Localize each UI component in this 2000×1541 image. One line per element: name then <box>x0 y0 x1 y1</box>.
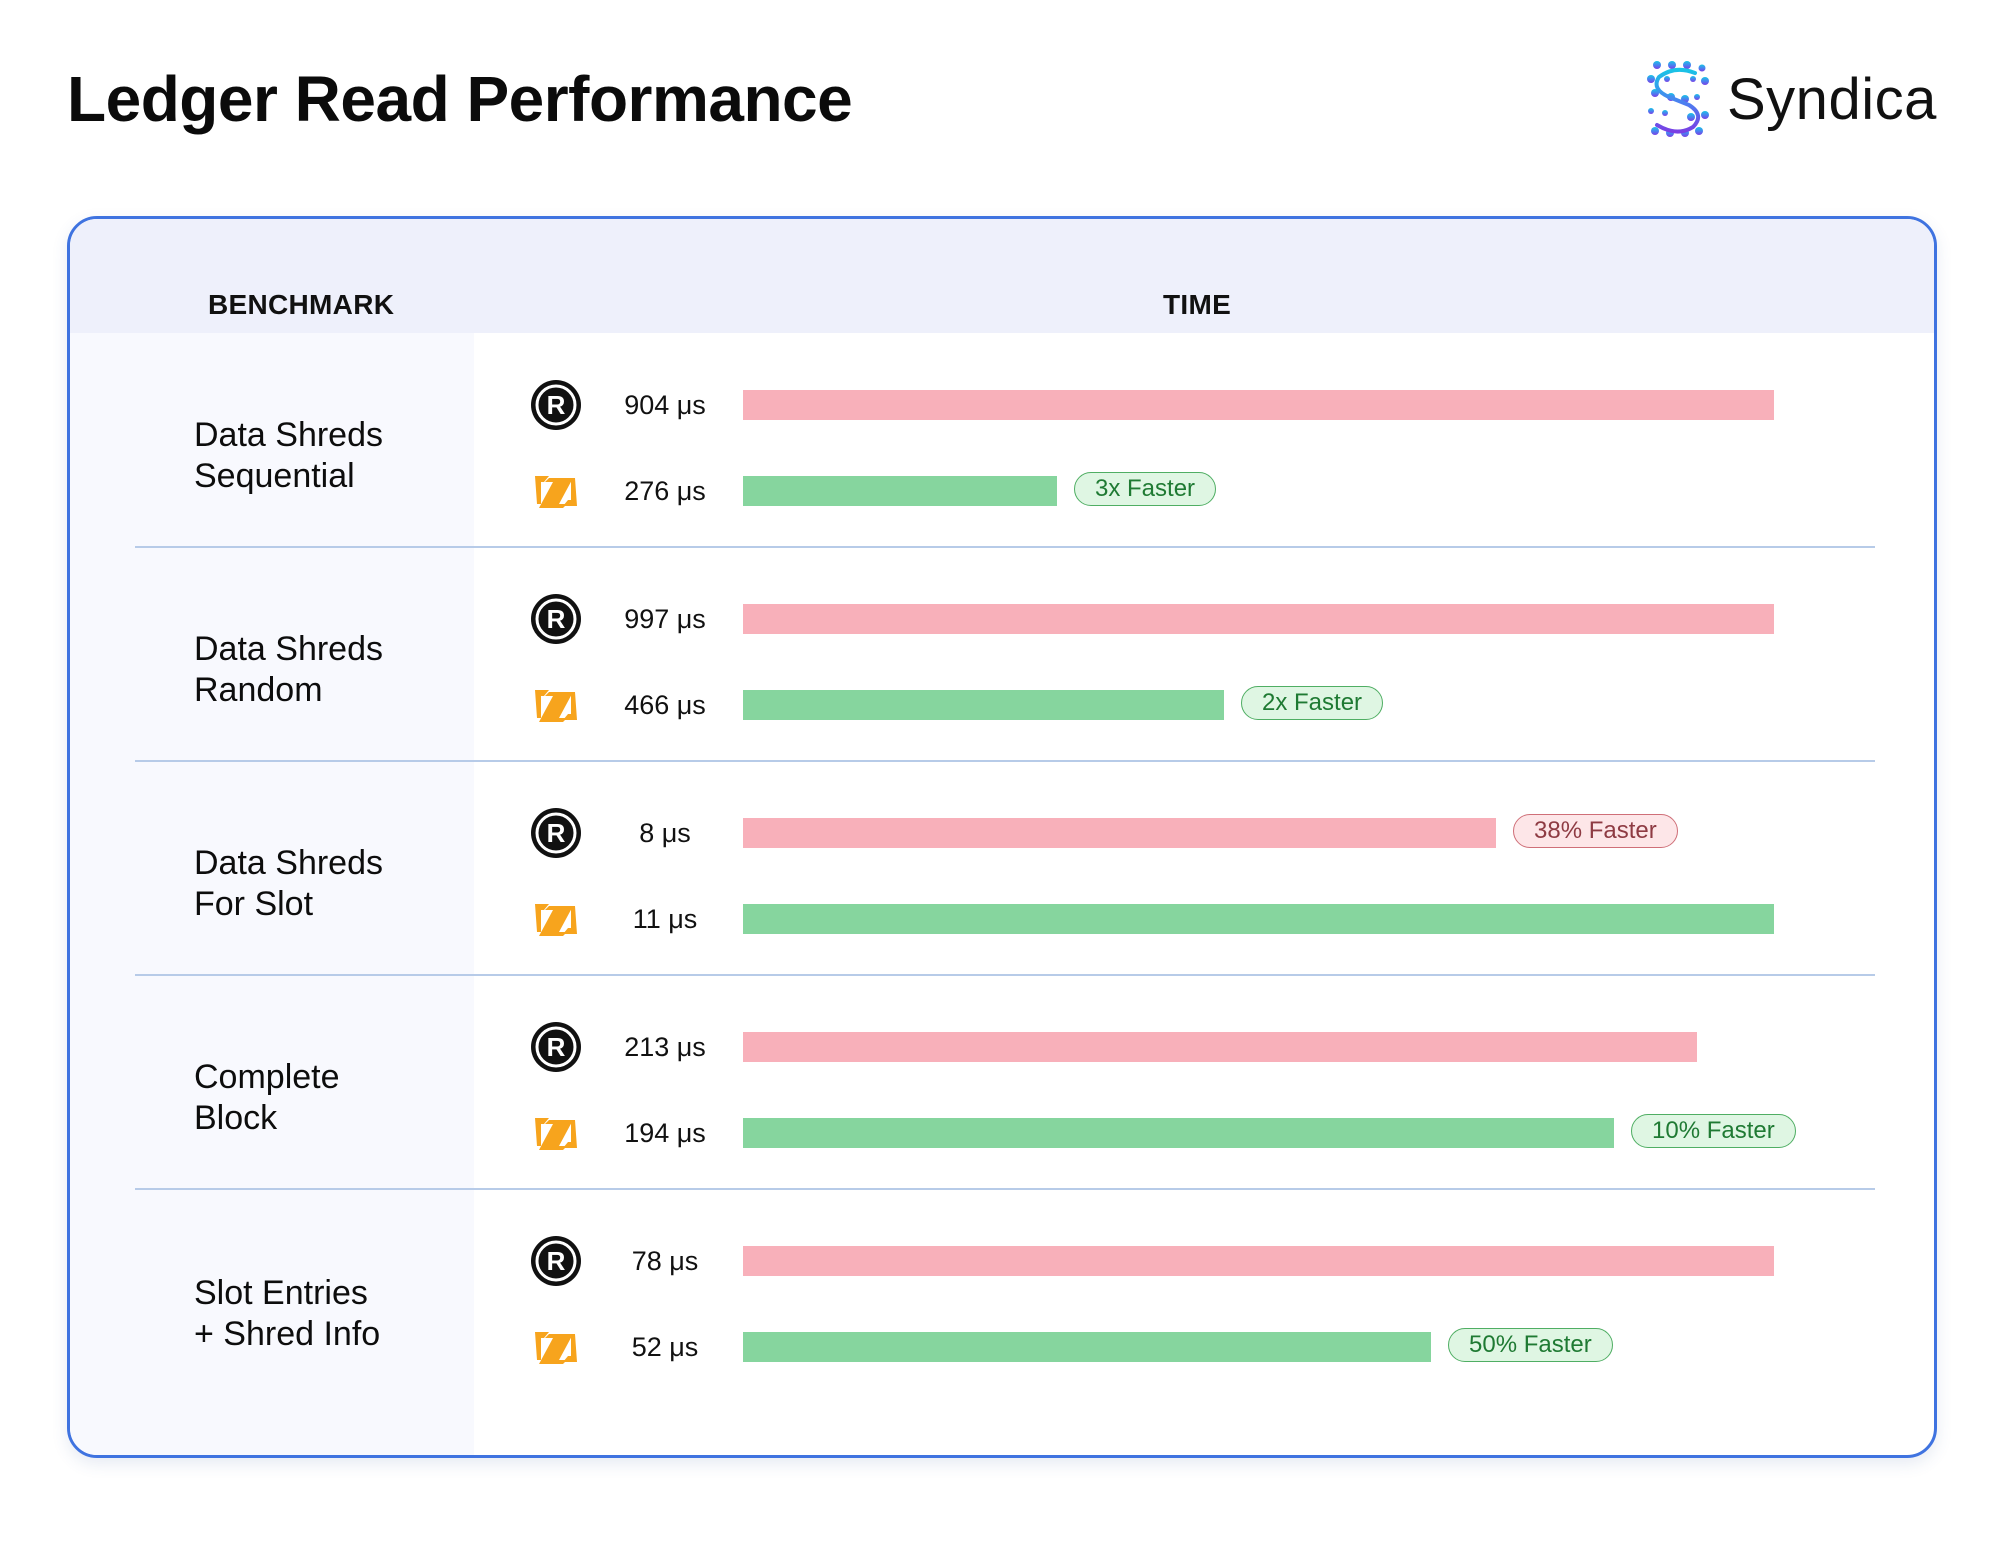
benchmark-label: Complete Block <box>194 1057 340 1139</box>
column-header-benchmark: BENCHMARK <box>208 289 395 320</box>
row-divider <box>135 760 1875 762</box>
benchmark-column-bg <box>70 333 474 1455</box>
benchmark-label-line: Data Shreds <box>194 630 383 668</box>
benchmark-row: Complete Block R 213 μs 194 μs 10% Faster <box>70 975 1934 1190</box>
zig-bar <box>743 690 1224 720</box>
zig-result: 52 μs 50% Faster <box>70 1317 1934 1377</box>
benchmark-label: Data Shreds Sequential <box>194 415 383 497</box>
benchmark-label-line: For Slot <box>194 885 314 923</box>
zig-time-value: 276 μs <box>624 476 706 506</box>
rust-logo-icon: R <box>529 378 583 432</box>
benchmark-label-line: Sequential <box>194 457 355 495</box>
row-divider <box>135 546 1875 548</box>
speedup-badge: 50% Faster <box>1448 1328 1613 1362</box>
zig-logo-icon <box>529 464 583 518</box>
zig-result: 466 μs 2x Faster <box>70 675 1934 735</box>
zig-logo-icon <box>529 678 583 732</box>
speedup-badge: 38% Faster <box>1513 814 1678 848</box>
zig-bar <box>743 904 1774 934</box>
benchmark-row: Data Shreds Random R 997 μs 466 μs 2x Faster <box>70 547 1934 762</box>
benchmark-row: Slot Entries + Shred Info R 78 μs 52 μs 50% F… <box>70 1189 1934 1403</box>
zig-time-value: 52 μs <box>631 1332 699 1362</box>
svg-text:R: R <box>547 604 566 634</box>
row-divider <box>135 974 1875 976</box>
zig-result: 194 μs 10% Faster <box>70 1103 1934 1163</box>
column-header-time: TIME <box>1163 289 1232 320</box>
rust-logo-icon: R <box>529 1020 583 1074</box>
rust-bar <box>743 818 1496 848</box>
rust-logo-icon: R <box>529 1234 583 1288</box>
svg-text:R: R <box>547 390 566 420</box>
speedup-badge: 10% Faster <box>1631 1114 1796 1148</box>
zig-bar <box>743 1118 1614 1148</box>
speedup-badge: 3x Faster <box>1074 472 1217 506</box>
benchmark-card: BENCHMARK TIME Data Shreds Sequential R 904… <box>67 216 1937 1458</box>
svg-text:R: R <box>547 1032 566 1062</box>
speedup-badge: 2x Faster <box>1241 686 1384 720</box>
rust-time-value: 904 μs <box>624 390 706 420</box>
benchmark-label-line: + Shred Info <box>194 1315 381 1353</box>
benchmark-label: Data Shreds Random <box>194 629 383 711</box>
rust-result: R 213 μs <box>70 1017 1934 1077</box>
zig-bar <box>743 476 1057 506</box>
rust-time-value: 8 μs <box>639 818 691 848</box>
zig-time-value: 194 μs <box>624 1118 706 1148</box>
row-divider <box>135 1188 1875 1190</box>
rust-bar <box>743 1032 1697 1062</box>
zig-time-value: 466 μs <box>624 690 706 720</box>
rust-bar <box>743 1246 1774 1276</box>
benchmark-label-line: Random <box>194 671 323 709</box>
zig-result: 11 μs <box>70 889 1934 949</box>
rust-time-value: 997 μs <box>624 604 706 634</box>
svg-text:R: R <box>547 818 566 848</box>
rust-bar <box>743 390 1774 420</box>
rust-result: R 8 μs 38% Faster <box>70 803 1934 863</box>
rust-result: R 904 μs <box>70 375 1934 435</box>
benchmark-row: Data Shreds Sequential R 904 μs 276 μs 3x Fas… <box>70 333 1934 548</box>
zig-logo-icon <box>529 1320 583 1374</box>
table-header <box>70 219 1934 333</box>
rust-time-value: 78 μs <box>631 1246 699 1276</box>
page-title: Ledger Read Performance <box>67 63 853 135</box>
benchmark-row: Data Shreds For Slot R 8 μs 38% Faster 11 μs <box>70 761 1934 976</box>
syndica-logo-icon <box>1647 61 1709 137</box>
benchmark-label: Slot Entries + Shred Info <box>194 1273 380 1355</box>
rust-logo-icon: R <box>529 806 583 860</box>
rust-logo-icon: R <box>529 592 583 646</box>
benchmark-label-line: Data Shreds <box>194 844 383 882</box>
zig-bar <box>743 1332 1431 1362</box>
rust-result: R 997 μs <box>70 589 1934 649</box>
zig-time-value: 11 μs <box>632 904 698 934</box>
svg-text:R: R <box>547 1246 566 1276</box>
zig-result: 276 μs 3x Faster <box>70 461 1934 521</box>
benchmark-label-line: Slot Entries <box>194 1274 368 1312</box>
zig-logo-icon <box>529 1106 583 1160</box>
zig-logo-icon <box>529 892 583 946</box>
rust-bar <box>743 604 1774 634</box>
brand-name: Syndica <box>1727 66 1937 132</box>
benchmark-label: Data Shreds For Slot <box>194 843 383 925</box>
rust-time-value: 213 μs <box>624 1032 706 1062</box>
benchmark-label-line: Complete <box>194 1058 340 1096</box>
benchmark-label-line: Data Shreds <box>194 416 383 454</box>
benchmark-label-line: Block <box>194 1099 278 1137</box>
rust-result: R 78 μs <box>70 1231 1934 1291</box>
brand-logo: Syndica <box>1645 58 1937 140</box>
